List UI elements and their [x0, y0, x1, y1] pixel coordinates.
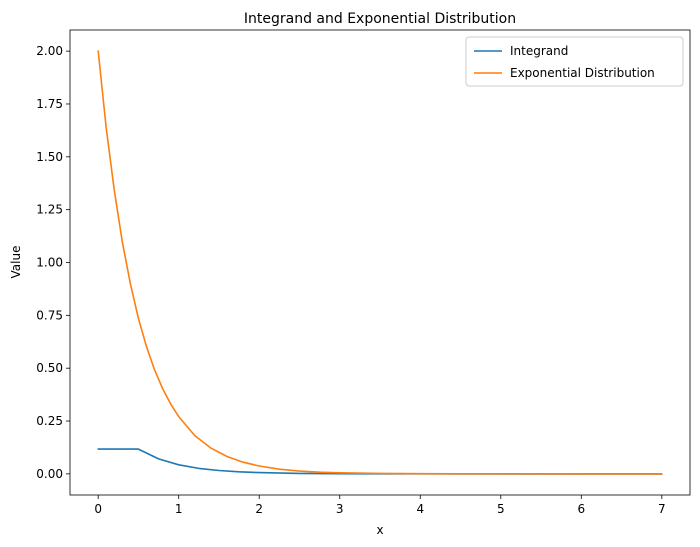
legend-label: Integrand [510, 44, 568, 58]
x-tick-label: 3 [336, 502, 344, 516]
y-tick-label: 1.25 [36, 203, 63, 217]
chart-title: Integrand and Exponential Distribution [244, 11, 516, 27]
x-tick-label: 2 [255, 502, 263, 516]
x-tick-label: 7 [658, 502, 666, 516]
y-tick-label: 1.50 [36, 150, 63, 164]
y-tick-label: 0.25 [36, 414, 63, 428]
y-tick-label: 0.00 [36, 467, 63, 481]
y-tick-label: 2.00 [36, 44, 63, 58]
x-tick-label: 5 [497, 502, 505, 516]
plot-area [69, 29, 691, 496]
series-lines [97, 50, 663, 475]
y-tick-label: 0.75 [36, 308, 63, 322]
legend-label: Exponential Distribution [510, 66, 655, 80]
x-tick-label: 1 [175, 502, 183, 516]
x-tick-label: 6 [577, 502, 585, 516]
x-tick-label: 0 [94, 502, 102, 516]
y-tick-label: 1.00 [36, 256, 63, 270]
x-tick-label: 4 [416, 502, 424, 516]
y-tick-label: 1.75 [36, 97, 63, 111]
x-axis: 0 1 2 3 4 5 6 7 [94, 495, 666, 516]
x-axis-label: x [376, 523, 383, 537]
y-tick-label: 0.50 [36, 361, 63, 375]
legend-box [465, 36, 684, 87]
y-axis-label: Value [9, 246, 23, 279]
series-line-exponential-distribution [97, 50, 663, 475]
y-axis: 0.00 0.25 0.50 0.75 1.00 1.25 1.50 1.75 2.00 [36, 44, 70, 481]
legend: Integrand Exponential Distribution [465, 36, 684, 87]
